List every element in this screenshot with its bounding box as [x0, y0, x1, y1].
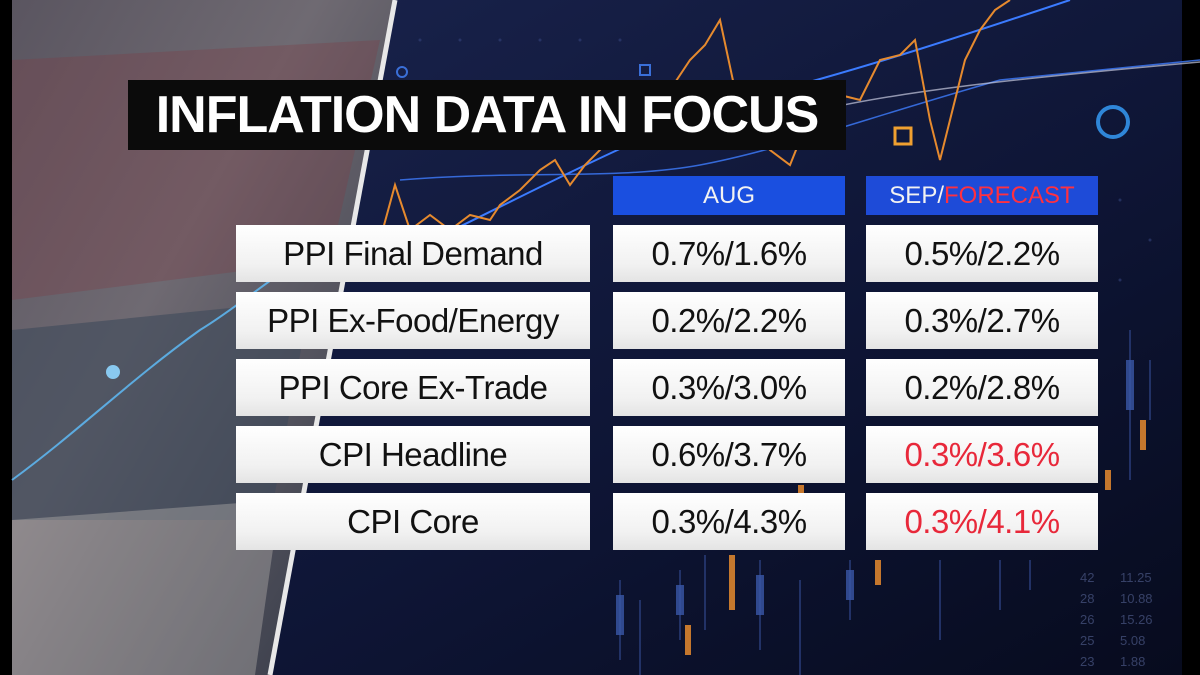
svg-text:10.88: 10.88 [1120, 591, 1153, 606]
aug-value-cell: 0.3%/3.0% [613, 359, 845, 416]
row-label-cell: PPI Ex-Food/Energy [236, 292, 590, 349]
title-banner: INFLATION DATA IN FOCUS [128, 80, 846, 150]
aug-value-cell: 0.7%/1.6% [613, 225, 845, 282]
column-header-sep-label: SEP/ [889, 181, 944, 209]
sep-forecast-value: 0.3%/3.6% [904, 435, 1060, 473]
row-label-cell: PPI Core Ex-Trade [236, 359, 590, 416]
column-header-forecast-label: FORECAST [944, 181, 1075, 209]
aug-value: 0.3%/3.0% [651, 368, 807, 406]
aug-value: 0.3%/4.3% [651, 502, 807, 540]
row-label-cell: CPI Core [236, 493, 590, 550]
svg-text:42: 42 [1080, 570, 1094, 585]
svg-text:26: 26 [1080, 612, 1094, 627]
row-label: CPI Core [347, 502, 479, 540]
sep-value: 0.5%/2.2% [904, 234, 1060, 272]
svg-text:5.08: 5.08 [1120, 633, 1145, 648]
aug-value: 0.6%/3.7% [651, 435, 807, 473]
column-header-aug-label: AUG [702, 181, 755, 209]
sep-forecast-value-cell: 0.3%/4.1% [866, 493, 1098, 550]
svg-text:1.88: 1.88 [1120, 654, 1145, 669]
sep-value-cell: 0.2%/2.8% [866, 359, 1098, 416]
column-header-aug: AUG [613, 176, 845, 215]
aug-value-cell: 0.3%/4.3% [613, 493, 845, 550]
svg-text:11.25: 11.25 [1120, 570, 1152, 585]
aug-value: 0.7%/1.6% [651, 234, 807, 272]
svg-text:23: 23 [1080, 654, 1094, 669]
row-label: PPI Final Demand [283, 234, 543, 272]
svg-text:28: 28 [1080, 591, 1094, 606]
row-label: CPI Headline [318, 435, 508, 473]
aug-value: 0.2%/2.2% [651, 301, 807, 339]
sep-forecast-value: 0.3%/4.1% [904, 502, 1060, 540]
svg-text:25: 25 [1080, 633, 1094, 648]
page-title: INFLATION DATA IN FOCUS [155, 86, 820, 144]
row-label-cell: PPI Final Demand [236, 225, 590, 282]
sep-value: 0.3%/2.7% [904, 301, 1060, 339]
sep-value-cell: 0.3%/2.7% [866, 292, 1098, 349]
aug-value-cell: 0.2%/2.2% [613, 292, 845, 349]
svg-text:15.26: 15.26 [1120, 612, 1153, 627]
row-label: PPI Ex-Food/Energy [267, 301, 559, 339]
aug-value-cell: 0.6%/3.7% [613, 426, 845, 483]
sep-value: 0.2%/2.8% [904, 368, 1060, 406]
sep-forecast-value-cell: 0.3%/3.6% [866, 426, 1098, 483]
row-label: PPI Core Ex-Trade [278, 368, 548, 406]
row-label-cell: CPI Headline [236, 426, 590, 483]
sep-value-cell: 0.5%/2.2% [866, 225, 1098, 282]
column-header-sep-forecast: SEP/FORECAST [866, 176, 1098, 215]
